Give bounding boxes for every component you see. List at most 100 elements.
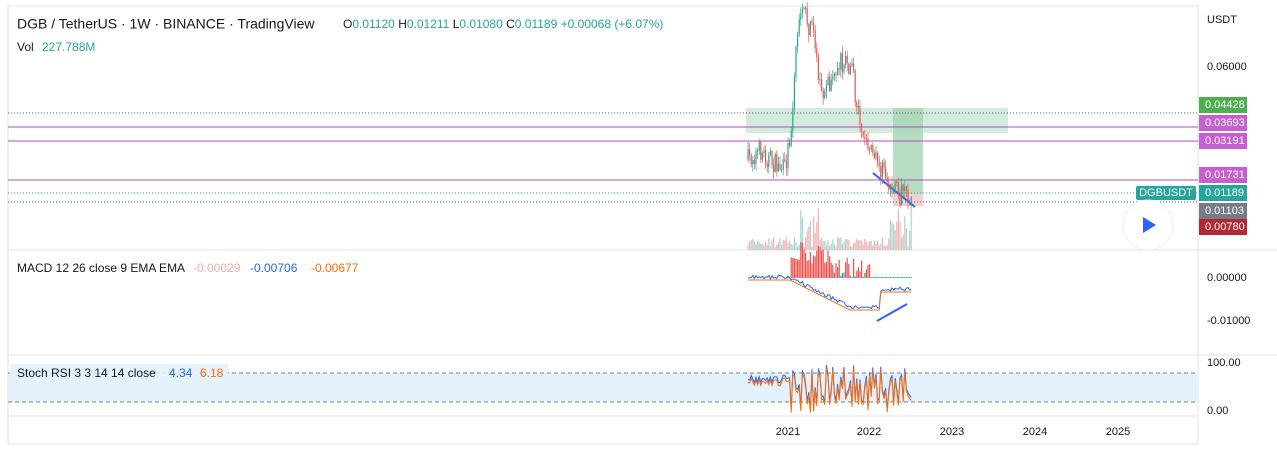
volume-bar (904, 216, 906, 250)
price-tag-text: 0.00780 (1205, 221, 1245, 233)
candle (888, 181, 890, 190)
ohlc-value: 0.01120 (352, 17, 395, 31)
candle (789, 143, 791, 146)
volume-bar (813, 216, 815, 250)
volume-bar (888, 238, 890, 250)
volume-bar (891, 222, 893, 250)
candle (886, 177, 888, 182)
candle (758, 140, 760, 151)
candle (846, 55, 848, 64)
ohlc-value: 0.01211 (407, 17, 450, 31)
volume-bar (856, 238, 858, 250)
macd-bar (901, 277, 903, 278)
volume-bar (777, 242, 779, 250)
macd-bar (862, 276, 864, 278)
volume-bar (883, 245, 885, 250)
macd-bar (811, 263, 813, 278)
macd-bar (790, 257, 792, 278)
volume-bar (824, 241, 826, 250)
volume-bar (862, 245, 864, 250)
macd-bar (829, 256, 831, 278)
volume-bar (801, 218, 803, 250)
volume-bar (853, 242, 855, 250)
volume-bar (805, 237, 807, 250)
candle (833, 73, 835, 77)
candle (889, 183, 891, 190)
macd-bar (875, 277, 877, 278)
macd-bar (889, 277, 891, 278)
price-tag-text: 0.04428 (1205, 99, 1245, 111)
volume-bar (811, 246, 813, 250)
candle (854, 70, 856, 103)
candle (848, 63, 850, 74)
candle (862, 131, 864, 137)
macd-bar (861, 260, 863, 278)
candle (883, 162, 885, 168)
volume-bar (869, 241, 871, 250)
volume-bar (872, 245, 874, 250)
time-tick: 2022 (857, 426, 881, 438)
candle (909, 200, 911, 204)
macd-signal: -0.00677 (311, 261, 359, 275)
volume-value: 227.788M (42, 40, 95, 54)
candle (765, 150, 767, 164)
candle (904, 186, 906, 191)
price-tag-text: 0.01731 (1205, 169, 1245, 181)
candle (832, 76, 834, 80)
candle (835, 73, 837, 75)
stoch-title: Stoch RSI 3 3 14 14 close (17, 366, 156, 380)
volume-bar (832, 239, 834, 250)
macd-bar (846, 257, 848, 278)
candle (856, 102, 858, 108)
macd-bar (907, 277, 909, 278)
time-tick: 2024 (1023, 426, 1047, 438)
macd-bar (813, 255, 815, 278)
candle (853, 63, 855, 71)
candle (797, 34, 799, 47)
volume-bar (785, 237, 787, 250)
volume-bar (894, 230, 896, 250)
volume-bar (809, 221, 811, 250)
volume-bar (859, 240, 861, 250)
macd-bar (870, 277, 872, 278)
volume-bar (761, 244, 763, 250)
macd-bar (873, 277, 875, 278)
volume-bar (877, 241, 879, 250)
candle (881, 162, 883, 178)
price-tag (1199, 97, 1247, 113)
macd-bar (854, 276, 856, 278)
macd-bar (808, 260, 810, 278)
symbol-tag (1136, 186, 1196, 200)
volume-bar (752, 238, 754, 250)
zone (746, 108, 1008, 133)
volume-bar (849, 246, 851, 250)
candle (905, 186, 907, 190)
legend-bg (10, 364, 228, 382)
volume-bar (851, 246, 853, 250)
volume-bar (846, 239, 848, 250)
candle (790, 130, 792, 146)
candle (787, 143, 789, 169)
trend-line (876, 303, 908, 322)
volume-bar (797, 246, 799, 250)
macd-hist: -0.00029 (193, 261, 241, 275)
macd-bar (798, 259, 800, 278)
stoch-d-line (747, 367, 912, 413)
time-tick: 2021 (776, 426, 800, 438)
ohlc-change: +0.00068 (+6.07%) (561, 17, 664, 31)
macd-tick: 0.00000 (1207, 272, 1247, 284)
candle (771, 151, 773, 165)
candle (870, 145, 872, 150)
volume-bar (909, 230, 911, 250)
price-tag-text: 0.03693 (1205, 117, 1245, 129)
time-tick: 2023 (940, 426, 964, 438)
candle (873, 152, 875, 159)
volume-bar (845, 238, 847, 250)
candle (830, 79, 832, 91)
macd-bar (841, 273, 843, 278)
macd-bar (824, 262, 826, 278)
macd-bar (883, 277, 885, 278)
volume-bar (808, 226, 810, 250)
